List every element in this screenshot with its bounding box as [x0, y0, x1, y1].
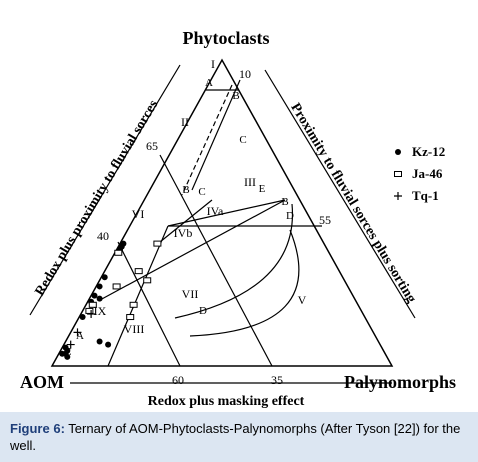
annotation: 35	[271, 373, 283, 387]
side-label-bottom: Redox plus masking effect	[148, 394, 305, 409]
data-point	[126, 314, 135, 321]
vertex-label-left: AOM	[20, 372, 64, 392]
annotation: D	[199, 305, 207, 317]
annotation: II	[181, 115, 189, 129]
annotation: E	[259, 183, 266, 195]
data-point	[129, 301, 138, 308]
vertex-label-top: Phytoclasts	[183, 28, 270, 48]
annotation: 65	[146, 139, 158, 153]
annotation: VIII	[124, 322, 145, 336]
data-point	[101, 274, 108, 281]
legend-marker	[395, 149, 401, 155]
data-point	[91, 292, 98, 299]
annotation: C	[198, 186, 205, 198]
annotation: I	[211, 57, 215, 71]
data-point	[73, 328, 82, 337]
side-label-right: Proximity to fluvial sorces plus sorting	[287, 101, 418, 306]
legend-marker	[394, 192, 402, 200]
caption-text: Ternary of AOM-Phytoclasts-Palynomorphs …	[10, 421, 461, 453]
field-lines	[50, 58, 394, 367]
caption-label: Figure 6:	[10, 421, 65, 436]
data-point	[79, 314, 86, 321]
annotation: 40	[97, 229, 109, 243]
data-point	[66, 340, 75, 349]
annotation: IX	[94, 304, 107, 318]
data-point	[143, 277, 152, 284]
data-point	[88, 301, 97, 308]
annotation: D	[286, 210, 294, 222]
legend-label: Ja-46	[412, 166, 443, 181]
annotation: B	[182, 184, 189, 196]
data-point	[134, 268, 143, 275]
annotation: B	[281, 196, 288, 208]
legend-label: Tq-1	[412, 188, 439, 203]
annotation: V	[298, 293, 307, 307]
annotation: C	[239, 134, 246, 146]
ternary-chart: Phytoclasts AOM Palynomorphs Redox plus …	[20, 28, 456, 409]
annotation: 10	[239, 67, 251, 81]
legend-label: Kz-12	[412, 144, 445, 159]
data-point	[96, 295, 103, 302]
annotation: B	[232, 90, 239, 102]
side-arrows	[29, 64, 416, 384]
annotation: A	[76, 330, 84, 342]
data-point	[87, 309, 96, 318]
data-point	[105, 341, 112, 348]
annotation: III	[244, 175, 256, 189]
data-point	[96, 283, 103, 290]
annotation: 60	[172, 373, 184, 387]
legend-marker	[394, 171, 402, 177]
annotation: VI	[132, 207, 145, 221]
annotation: IVb	[174, 226, 193, 240]
data-point	[64, 353, 71, 360]
data-point	[153, 240, 162, 247]
annotation: 55	[319, 213, 331, 227]
annotation: A	[205, 77, 213, 89]
annotation: IVa	[207, 204, 224, 218]
data-point	[112, 283, 121, 290]
caption: Figure 6: Ternary of AOM-Phytoclasts-Pal…	[0, 412, 478, 462]
data-point	[96, 338, 103, 345]
vertex-label-right: Palynomorphs	[344, 372, 456, 392]
data-point	[85, 307, 94, 314]
annotation: VII	[182, 287, 199, 301]
data-point	[114, 249, 123, 256]
